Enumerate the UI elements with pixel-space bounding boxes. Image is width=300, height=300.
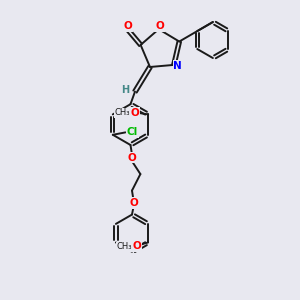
Text: N: N: [173, 61, 182, 71]
Text: Cl: Cl: [127, 127, 138, 137]
Text: H: H: [121, 85, 130, 95]
Text: CH₃: CH₃: [115, 108, 130, 117]
Text: O: O: [132, 241, 141, 251]
Text: CH₃: CH₃: [116, 242, 132, 251]
Text: O: O: [129, 198, 138, 208]
Text: O: O: [130, 108, 139, 118]
Text: O: O: [128, 153, 136, 163]
Text: O: O: [123, 21, 132, 31]
Text: O: O: [155, 21, 164, 31]
